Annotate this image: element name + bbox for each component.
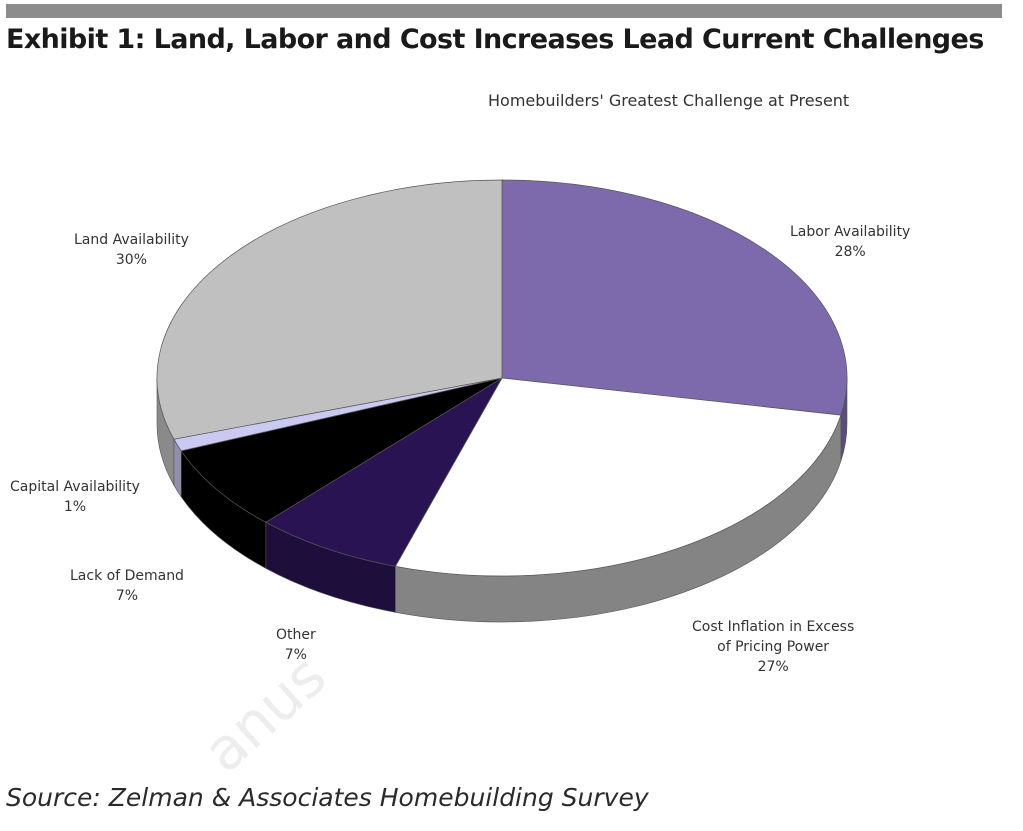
pie-slice-land-availability — [156, 179, 503, 440]
slice-name: Capital Availability — [10, 479, 140, 495]
slice-label-labor-availability: Labor Availability 28% — [790, 222, 910, 262]
chart-title: Homebuilders' Greatest Challenge at Pres… — [488, 91, 850, 110]
pie-slice-other — [265, 376, 503, 567]
pie-slice-lack-of-demand — [180, 377, 503, 523]
slice-name: Labor Availability — [790, 224, 911, 240]
slice-value: 1% — [63, 499, 87, 515]
slice-value: 30% — [115, 252, 148, 268]
slice-value: 27% — [757, 659, 789, 675]
slice-value: 28% — [834, 244, 866, 260]
slice-name: of Pricing Power — [717, 639, 830, 655]
slice-name: Cost Inflation in Excess — [692, 619, 855, 635]
slice-value: 7% — [284, 647, 307, 663]
slice-label-land-availability: Land Availability 30% — [74, 230, 189, 270]
exhibit-title: Exhibit 1: Land, Labor and Cost Increase… — [6, 24, 984, 55]
slice-name: Land Availability — [74, 232, 189, 248]
top-rule — [6, 4, 1002, 18]
slice-label-capital-availability: Capital Availability 1% — [10, 477, 140, 517]
slice-label-lack-of-demand: Lack of Demand 7% — [70, 566, 184, 606]
slice-label-other: Other 7% — [276, 625, 316, 665]
slice-name: Other — [276, 627, 316, 643]
slice-name: Lack of Demand — [70, 568, 184, 584]
source-note: Source: Zelman & Associates Homebuilding… — [6, 783, 649, 812]
pie-slice-labor-availability — [501, 179, 848, 416]
slice-value: 7% — [115, 588, 139, 604]
pie-tops — [156, 179, 848, 577]
pie-slice-cost-inflation-in-excess-of-pricing-power — [394, 377, 842, 577]
slice-label-cost-inflation: Cost Inflation in Excess of Pricing Powe… — [692, 617, 854, 677]
